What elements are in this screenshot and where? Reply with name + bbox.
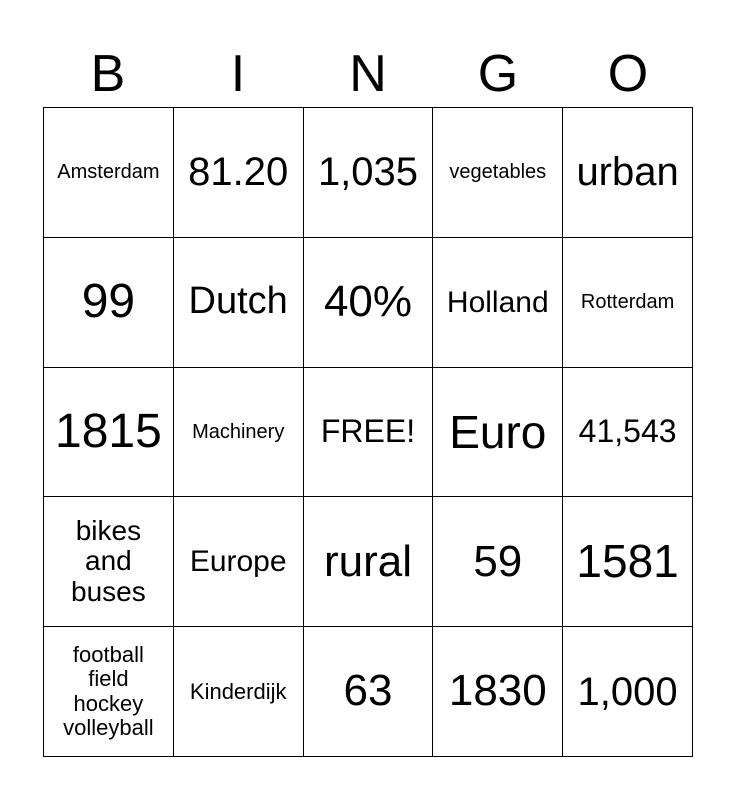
bingo-cell[interactable]: Rotterdam [563,237,693,368]
bingo-cell[interactable]: Amsterdam [44,108,174,238]
bingo-cell[interactable]: urban [563,108,693,238]
bingo-cell[interactable]: 59 [433,497,564,628]
header-letter-n: N [349,45,387,103]
bingo-cell[interactable]: rural [303,497,434,628]
bingo-cell[interactable]: 1815 [44,367,174,498]
bingo-cell[interactable]: 1,035 [303,108,434,238]
bingo-cell[interactable]: 41,543 [563,367,693,498]
bingo-cell[interactable]: 63 [303,627,434,757]
bingo-cell[interactable]: Machinery [173,367,304,498]
bingo-cell[interactable]: Holland [433,237,564,368]
bingo-cell[interactable]: vegetables [433,108,564,238]
bingo-cell[interactable]: bikes and buses [44,497,174,628]
bingo-cell[interactable]: Dutch [173,237,304,368]
bingo-cell[interactable]: football field hockey volleyball [44,627,174,757]
header-letter-i: I [230,45,246,103]
bingo-cell[interactable]: 1830 [433,627,564,757]
bingo-cell[interactable]: 1581 [563,497,693,628]
header-letter-o: O [607,45,649,103]
bingo-cell[interactable]: 1,000 [563,627,693,757]
bingo-cell[interactable]: Euro [433,367,564,498]
bingo-cell[interactable]: 40% [303,237,434,368]
bingo-cell[interactable]: Europe [173,497,304,628]
bingo-header: B I N G O [43,44,693,104]
bingo-cell[interactable]: Kinderdijk [173,627,304,757]
bingo-grid: Amsterdam 81.20 1,035 vegetables urban 99 Dutc… [43,107,693,757]
header-letter-b: B [90,45,126,103]
header-letter-g: G [477,45,519,103]
bingo-cell[interactable]: 99 [44,237,174,368]
free-space-cell[interactable]: FREE! [303,367,434,498]
bingo-cell[interactable]: 81.20 [173,108,304,238]
